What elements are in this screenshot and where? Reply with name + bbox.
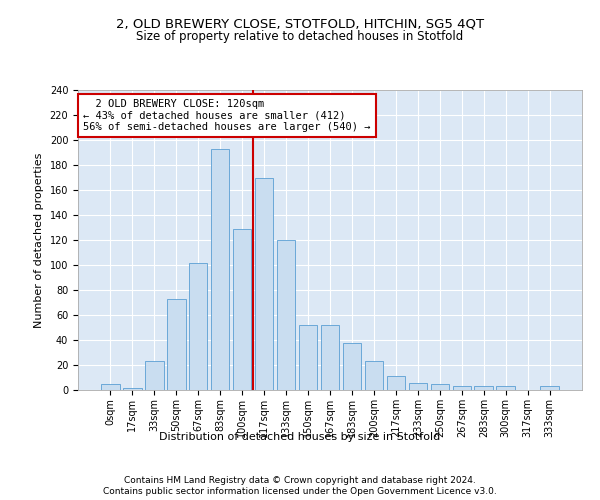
Bar (277, 240, 295, 390)
Bar (189, 262, 208, 390)
Bar (233, 229, 251, 390)
Bar (167, 298, 185, 390)
Bar (452, 386, 471, 390)
Bar (123, 388, 142, 390)
Text: Size of property relative to detached houses in Stotfold: Size of property relative to detached ho… (136, 30, 464, 43)
Bar (255, 178, 274, 390)
Bar (409, 382, 427, 390)
Text: 2 OLD BREWERY CLOSE: 120sqm
← 43% of detached houses are smaller (412)
56% of se: 2 OLD BREWERY CLOSE: 120sqm ← 43% of det… (83, 99, 371, 132)
Bar (299, 325, 317, 390)
Bar (320, 325, 340, 390)
Bar (211, 149, 229, 390)
Bar (541, 386, 559, 390)
Bar (145, 361, 164, 390)
Bar (475, 386, 493, 390)
Bar (386, 376, 405, 390)
Bar (343, 342, 361, 390)
Y-axis label: Number of detached properties: Number of detached properties (34, 152, 44, 328)
Text: Contains public sector information licensed under the Open Government Licence v3: Contains public sector information licen… (103, 487, 497, 496)
Bar (496, 386, 515, 390)
Bar (101, 384, 119, 390)
Text: Distribution of detached houses by size in Stotfold: Distribution of detached houses by size … (160, 432, 440, 442)
Bar (431, 384, 449, 390)
Text: Contains HM Land Registry data © Crown copyright and database right 2024.: Contains HM Land Registry data © Crown c… (124, 476, 476, 485)
Text: 2, OLD BREWERY CLOSE, STOTFOLD, HITCHIN, SG5 4QT: 2, OLD BREWERY CLOSE, STOTFOLD, HITCHIN,… (116, 18, 484, 30)
Bar (365, 361, 383, 390)
